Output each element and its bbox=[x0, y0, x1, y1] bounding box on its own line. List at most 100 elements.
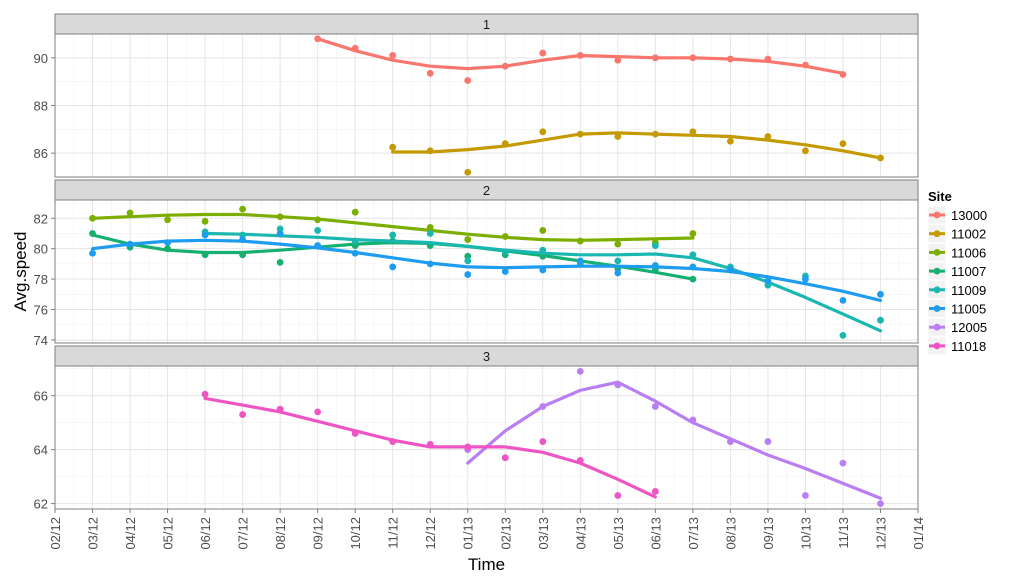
data-point-11009 bbox=[351, 237, 359, 245]
data-point-11009 bbox=[389, 231, 397, 239]
data-point-11009 bbox=[651, 242, 659, 250]
x-tick-label: 04/13 bbox=[573, 517, 588, 550]
legend-key-point-12005 bbox=[933, 323, 941, 331]
data-point-11007 bbox=[689, 275, 697, 283]
data-point-11018 bbox=[201, 390, 209, 398]
data-point-12005 bbox=[802, 492, 809, 499]
data-point-11018 bbox=[501, 454, 509, 462]
panel-border bbox=[54, 33, 919, 178]
y-tick-label: 74 bbox=[34, 333, 48, 348]
data-point-12005 bbox=[576, 367, 584, 375]
data-point-11002 bbox=[877, 154, 884, 162]
data-point-12005 bbox=[839, 459, 847, 467]
data-point-11009 bbox=[314, 227, 322, 234]
data-point-13000 bbox=[539, 49, 547, 57]
data-point-11018 bbox=[576, 457, 584, 464]
x-tick-label: 03/12 bbox=[86, 517, 101, 550]
x-tick-label: 11/13 bbox=[836, 517, 851, 549]
x-axis-title: Time bbox=[468, 555, 505, 574]
x-tick-label: 01/14 bbox=[911, 517, 926, 550]
data-point-11005 bbox=[501, 268, 509, 275]
x-tick-label: 06/12 bbox=[198, 517, 213, 550]
y-tick-label: 86 bbox=[34, 146, 48, 161]
trend-line-11005 bbox=[90, 238, 883, 302]
x-tick-label: 02/12 bbox=[48, 517, 63, 550]
data-point-11005 bbox=[651, 262, 659, 269]
data-point-13000 bbox=[351, 44, 359, 52]
data-point-11005 bbox=[426, 260, 434, 268]
data-point-11006 bbox=[126, 209, 134, 217]
data-point-11018 bbox=[614, 492, 622, 499]
x-tick-label: 08/13 bbox=[723, 517, 738, 550]
data-point-11005 bbox=[314, 242, 322, 250]
data-point-11002 bbox=[802, 147, 809, 155]
legend-label-11002: 11002 bbox=[951, 227, 986, 242]
data-point-13000 bbox=[651, 54, 659, 62]
data-point-11006 bbox=[614, 240, 622, 248]
data-point-11006 bbox=[539, 227, 547, 234]
data-point-12005 bbox=[539, 403, 547, 410]
data-point-11005 bbox=[802, 275, 809, 283]
data-point-11006 bbox=[164, 216, 171, 224]
data-point-11002 bbox=[426, 147, 434, 155]
data-point-13000 bbox=[614, 56, 622, 64]
panel-border bbox=[54, 365, 919, 510]
legend-label-11006: 11006 bbox=[951, 245, 986, 260]
data-point-11018 bbox=[426, 440, 434, 448]
data-point-11018 bbox=[276, 405, 284, 413]
x-tick-label: 05/12 bbox=[161, 517, 176, 550]
data-point-11005 bbox=[164, 239, 171, 246]
x-tick-label: 09/12 bbox=[311, 517, 326, 550]
legend-title: Site bbox=[928, 189, 952, 204]
data-point-11002 bbox=[689, 128, 697, 136]
legend-label-11018: 11018 bbox=[951, 339, 986, 354]
legend-key-point-11002 bbox=[933, 230, 941, 238]
y-tick-label: 82 bbox=[34, 211, 48, 226]
data-point-11005 bbox=[576, 257, 584, 265]
trend-line-12005 bbox=[466, 380, 883, 500]
legend-key-point-11006 bbox=[933, 249, 941, 256]
data-point-11009 bbox=[877, 316, 884, 324]
data-point-11005 bbox=[276, 230, 284, 237]
panel-strip-label: 1 bbox=[483, 17, 490, 32]
x-tick-label: 03/13 bbox=[536, 517, 551, 550]
data-point-12005 bbox=[726, 438, 734, 445]
y-tick-label: 80 bbox=[34, 242, 48, 257]
data-point-11005 bbox=[614, 269, 622, 277]
data-point-13000 bbox=[314, 35, 322, 43]
trend-line-11002 bbox=[391, 131, 883, 160]
data-point-12005 bbox=[651, 403, 659, 410]
data-point-13000 bbox=[839, 71, 847, 78]
data-point-11009 bbox=[464, 257, 472, 265]
x-tick-label: 06/13 bbox=[648, 517, 663, 550]
x-tick-label: 07/12 bbox=[236, 517, 251, 550]
x-tick-label: 07/13 bbox=[686, 517, 701, 550]
x-tick-label: 11/12 bbox=[386, 517, 401, 549]
legend-key-point-11018 bbox=[933, 342, 941, 350]
data-point-11006 bbox=[689, 230, 697, 237]
data-point-11005 bbox=[201, 231, 209, 239]
data-point-11006 bbox=[464, 236, 472, 243]
data-point-11018 bbox=[389, 438, 397, 445]
legend-label-13000: 13000 bbox=[951, 208, 987, 223]
data-point-11002 bbox=[614, 133, 622, 140]
data-point-12005 bbox=[689, 416, 697, 424]
y-tick-label: 76 bbox=[34, 303, 48, 318]
data-point-11006 bbox=[426, 223, 434, 231]
data-point-11018 bbox=[351, 430, 359, 437]
data-point-11006 bbox=[201, 217, 209, 225]
y-tick-label: 62 bbox=[34, 497, 48, 512]
y-tick-label: 66 bbox=[34, 389, 48, 404]
y-tick-label: 90 bbox=[34, 51, 48, 66]
data-point-13000 bbox=[389, 52, 397, 59]
x-tick-label: 09/13 bbox=[761, 517, 776, 550]
data-point-11002 bbox=[839, 140, 847, 148]
y-tick-label: 88 bbox=[34, 99, 48, 114]
data-point-11007 bbox=[89, 230, 96, 237]
data-point-11005 bbox=[464, 271, 472, 278]
x-tick-label: 08/12 bbox=[273, 517, 288, 550]
legend-key-point-13000 bbox=[933, 211, 941, 219]
data-point-11005 bbox=[689, 263, 697, 271]
y-axis-title: Avg.speed bbox=[11, 231, 30, 311]
